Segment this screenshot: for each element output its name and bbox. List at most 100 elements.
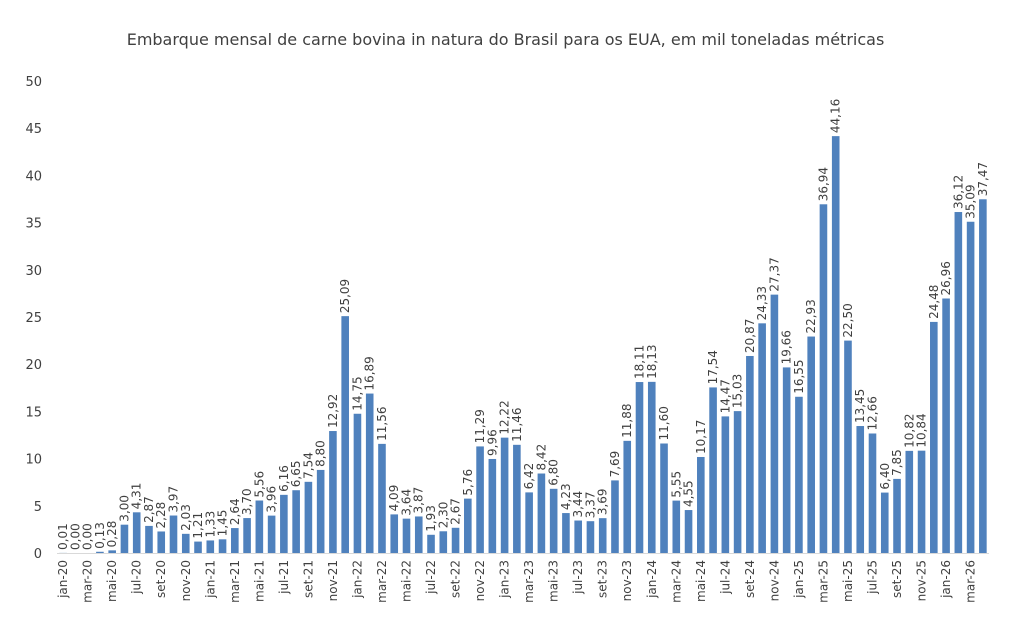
bar-value-label: 0,13 — [93, 522, 107, 549]
bar — [979, 199, 987, 553]
x-tick-label: jan-23 — [498, 560, 512, 599]
bar — [844, 340, 852, 553]
x-tick-label: nov-22 — [473, 560, 487, 601]
bar — [966, 221, 975, 553]
bar-value-label: 4,23 — [559, 483, 573, 510]
x-tick-label: jan-22 — [350, 560, 364, 599]
y-tick-label: 15 — [25, 405, 42, 420]
bar-value-label: 16,55 — [792, 359, 806, 393]
bar — [181, 533, 190, 553]
bar — [157, 531, 166, 553]
bar — [280, 494, 288, 553]
bar-value-label: 3,70 — [240, 488, 254, 515]
bar-value-label: 8,80 — [314, 440, 328, 467]
bar — [108, 550, 116, 553]
bar — [954, 212, 963, 553]
x-tick-label: mai-20 — [105, 560, 119, 602]
bar-value-label: 7,69 — [608, 451, 622, 478]
bar-value-label: 7,85 — [890, 449, 904, 476]
bar-value-label: 36,12 — [951, 175, 965, 209]
bar-value-label: 2,87 — [142, 496, 156, 523]
bar — [500, 437, 509, 553]
bar — [930, 321, 938, 553]
bar — [292, 490, 300, 553]
x-tick-label: mai-24 — [694, 560, 708, 602]
bar-value-label: 11,29 — [473, 409, 487, 443]
bar — [942, 298, 950, 553]
x-tick-label: jan-20 — [56, 560, 70, 599]
x-tick-label: jan-21 — [203, 560, 217, 599]
y-tick-label: 45 — [25, 122, 42, 137]
bar-value-label: 10,17 — [694, 420, 708, 454]
x-tick-label: set-25 — [890, 560, 904, 598]
bar-value-label: 25,09 — [338, 279, 352, 313]
chart-title: Embarque mensal de carne bovina in natur… — [126, 30, 885, 49]
bar — [231, 528, 239, 553]
x-axis: jan-20 mar-20 mai-20 jul-20 set-20 nov-20 jan-… — [56, 553, 989, 603]
x-tick-label: mar-20 — [81, 560, 95, 603]
bar-value-label: 2,03 — [179, 504, 193, 531]
bar — [598, 518, 607, 553]
bar — [414, 516, 423, 553]
x-tick-label: mar-21 — [228, 560, 242, 603]
bar-value-label: 24,33 — [755, 286, 769, 320]
bar-value-label: 17,54 — [706, 350, 720, 384]
bar-value-label: 4,55 — [682, 480, 696, 507]
bar — [856, 426, 865, 553]
bar — [194, 541, 202, 553]
bar — [574, 520, 582, 553]
x-tick-label: nov-20 — [179, 560, 193, 601]
x-tick-label: mar-23 — [522, 560, 536, 603]
bar — [378, 443, 386, 553]
x-tick-label: mar-24 — [669, 560, 683, 603]
y-axis: 0 5 10 15 20 25 30 35 40 45 50 — [25, 75, 42, 562]
bar — [807, 336, 815, 553]
x-tick-label: nov-24 — [767, 560, 781, 601]
bar-value-label: 19,66 — [780, 330, 794, 364]
bar — [611, 480, 619, 553]
bar — [562, 513, 570, 553]
y-tick-label: 10 — [25, 453, 42, 468]
bar-value-label: 22,93 — [804, 299, 818, 333]
bar-value-label: 3,37 — [583, 491, 597, 518]
x-tick-label: nov-23 — [620, 560, 634, 601]
bar — [439, 531, 448, 553]
bar — [353, 413, 362, 553]
bar-value-label: 37,47 — [976, 162, 990, 196]
bar-value-label: 9,96 — [485, 429, 499, 456]
x-tick-label: mai-21 — [252, 560, 266, 602]
x-tick-label: set-24 — [743, 560, 757, 598]
bar-value-label: 6,40 — [878, 463, 892, 490]
bar — [267, 515, 276, 553]
bar-value-label: 14,75 — [350, 376, 364, 410]
bar-value-label: 6,65 — [289, 461, 303, 488]
bar-value-label: 11,60 — [657, 406, 671, 440]
bar — [341, 316, 349, 553]
bar-value-label: 2,67 — [449, 498, 463, 525]
bar-value-label: 3,97 — [167, 486, 181, 513]
bar — [733, 411, 742, 553]
bar — [365, 393, 374, 553]
bar-value-label: 3,44 — [571, 491, 585, 518]
x-tick-label: set-21 — [301, 560, 315, 598]
bar-value-label: 15,03 — [731, 374, 745, 408]
bar-value-label: 24,48 — [927, 285, 941, 319]
bar-value-label: 3,87 — [412, 487, 426, 514]
bar — [402, 518, 411, 553]
bar — [169, 515, 178, 553]
x-tick-label: jan-25 — [792, 560, 806, 599]
bar-value-label: 10,82 — [902, 413, 916, 447]
bar-value-label: 1,33 — [203, 511, 217, 538]
bar — [709, 387, 717, 553]
x-tick-label: jan-26 — [939, 560, 953, 599]
bar-value-label: 12,22 — [498, 400, 512, 434]
bar-value-label: 22,50 — [841, 303, 855, 337]
bar-value-label: 3,64 — [400, 489, 414, 516]
bar — [476, 446, 484, 553]
bar — [758, 323, 766, 553]
bar — [721, 416, 730, 553]
bar — [537, 473, 546, 553]
y-tick-label: 0 — [34, 547, 42, 562]
bar — [672, 500, 681, 553]
